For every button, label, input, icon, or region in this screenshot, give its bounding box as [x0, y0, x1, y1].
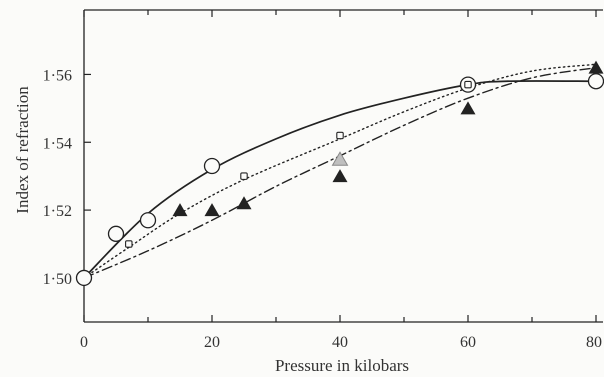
- data-point-open-circle: [107, 225, 125, 242]
- data-point-filled-triangle: [332, 169, 348, 183]
- y-tick-label: 1·56: [43, 67, 72, 84]
- y-axis-title: Index of refraction: [13, 86, 32, 214]
- data-point-open-circle: [587, 73, 604, 90]
- y-tick-label: 1·50: [43, 271, 72, 288]
- x-tick-label: 80: [586, 334, 602, 351]
- data-point-filled-triangle: [460, 101, 476, 115]
- data-point-filled-triangle: [236, 196, 252, 210]
- data-point-small-open-square: [464, 80, 472, 89]
- x-tick-label: 0: [80, 334, 88, 351]
- x-tick-label: 60: [460, 334, 476, 351]
- y-tick-label: 1·54: [43, 135, 72, 152]
- data-point-filled-triangle: [172, 203, 188, 217]
- x-tick-label: 20: [204, 334, 220, 351]
- data-point-filled-triangle: [588, 60, 604, 74]
- data-markers: [75, 60, 604, 287]
- data-point-filled-triangle: [204, 203, 220, 217]
- data-point-small-open-square: [336, 131, 344, 140]
- x-tick-label: 40: [332, 334, 348, 351]
- data-point-small-open-square: [240, 172, 248, 180]
- tick-labels: 0 20 40 60 80 1·50 1·52 1·54 1·56: [43, 67, 602, 351]
- data-point-open-circle: [75, 269, 93, 287]
- fit-curve-solid: [83, 80, 597, 279]
- data-point-open-triangle: [331, 151, 349, 166]
- data-point-open-circle: [203, 157, 221, 175]
- y-tick-label: 1·52: [43, 203, 72, 220]
- data-point-open-circle: [139, 212, 157, 229]
- x-axis-title: Pressure in kilobars: [275, 356, 409, 375]
- data-point-small-open-square: [125, 240, 133, 248]
